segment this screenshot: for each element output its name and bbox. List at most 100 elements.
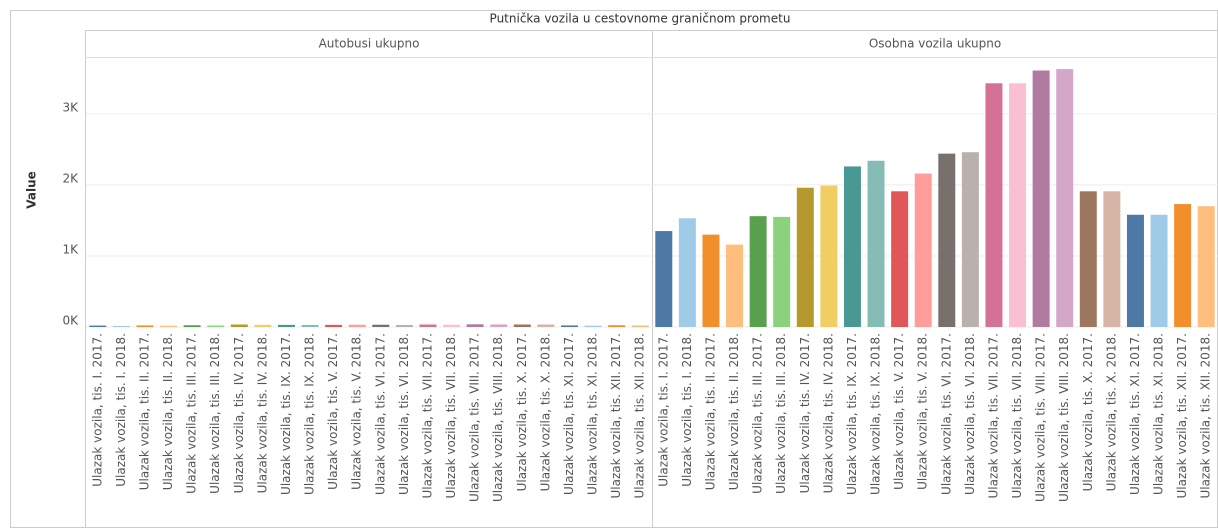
y-tick-label: 0K	[62, 314, 79, 328]
bar	[513, 324, 531, 327]
bar	[443, 324, 461, 327]
y-tick-label: 1K	[62, 242, 79, 256]
bar	[395, 325, 413, 327]
x-tick-label: Ulazak vozila, tis. V. 2018.	[350, 333, 364, 490]
bar	[1197, 206, 1215, 327]
x-tick-label: Ulazak vozila, tis. I. 2017.	[90, 333, 104, 487]
x-tick-label: Ulazak vozila, tis. VIII. 2018.	[1057, 333, 1071, 502]
x-tick-label: Ulazak vozila, tis. VI. 2018.	[963, 333, 977, 495]
bar	[466, 324, 484, 327]
bar	[1032, 70, 1050, 327]
x-tick-label: Ulazak vozila, tis. IX. 2017.	[845, 333, 859, 495]
bar	[537, 324, 555, 327]
bar	[325, 324, 343, 327]
x-tick-label: Ulazak vozila, tis. X. 2017.	[1081, 333, 1095, 491]
x-tick-label: Ulazak vozila, tis. VI. 2018.	[397, 333, 411, 495]
x-tick-label: Ulazak vozila, tis. IX. 2018.	[869, 333, 883, 495]
bar	[749, 216, 767, 327]
bar	[301, 325, 319, 327]
x-tick-label: Ulazak vozila, tis. VIII. 2017.	[1034, 333, 1048, 502]
bar	[891, 191, 909, 327]
x-tick-label: Ulazak vozila, tis. VIII. 2017.	[468, 333, 482, 502]
bar	[89, 325, 107, 327]
x-tick-label: Ulazak vozila, tis. III. 2017.	[185, 333, 199, 494]
x-tick-label: Ulazak vozila, tis. X. 2017.	[515, 333, 529, 491]
bar	[961, 152, 979, 327]
x-tick-label: Ulazak vozila, tis. X. 2018.	[538, 333, 552, 491]
bar	[1079, 191, 1097, 327]
bar	[796, 187, 814, 327]
bar	[985, 83, 1003, 327]
x-tick-label: Ulazak vozila, tis. XI. 2018.	[1152, 333, 1166, 495]
x-tick-label: Ulazak vozila, tis. VII. 2017.	[420, 333, 434, 498]
x-tick-label: Ulazak vozila, tis. XI. 2017.	[562, 333, 576, 495]
x-tick-label: Ulazak vozila, tis. VII. 2018.	[444, 333, 458, 498]
x-tick-label: Ulazak vozila, tis. XII. 2017.	[609, 333, 623, 498]
x-tick-label: Ulazak vozila, tis. XII. 2017.	[1175, 333, 1189, 498]
bar	[678, 218, 696, 327]
bar	[207, 325, 225, 327]
bar	[608, 325, 626, 327]
x-tick-label: Ulazak vozila, tis. IV. 2017.	[798, 333, 812, 493]
bar	[702, 234, 720, 327]
bar	[348, 324, 366, 327]
bar	[490, 324, 508, 327]
bar	[112, 325, 130, 327]
panel-header: Osobna vozila ukupno	[869, 37, 1001, 51]
x-tick-label: Ulazak vozila, tis. VI. 2017.	[373, 333, 387, 495]
x-tick-label: Ulazak vozila, tis. II. 2018.	[727, 333, 741, 490]
x-tick-label: Ulazak vozila, tis. X. 2018.	[1104, 333, 1118, 491]
x-tick-label: Ulazak vozila, tis. VIII. 2018.	[491, 333, 505, 502]
y-tick-label: 2K	[62, 171, 79, 185]
x-tick-label: Ulazak vozila, tis. II. 2017.	[137, 333, 151, 490]
x-tick-label: Ulazak vozila, tis. V. 2018.	[916, 333, 930, 490]
y-tick-label: 3K	[62, 100, 79, 114]
x-tick-label: Ulazak vozila, tis. I. 2018.	[680, 333, 694, 487]
x-tick-label: Ulazak vozila, tis. III. 2018.	[208, 333, 222, 494]
panel-header: Autobusi ukupno	[319, 37, 420, 51]
x-tick-label: Ulazak vozila, tis. III. 2018.	[774, 333, 788, 494]
bar	[560, 325, 578, 327]
bar	[631, 325, 649, 327]
bar	[655, 231, 673, 327]
bar	[1126, 214, 1144, 327]
bar	[1009, 83, 1027, 327]
x-tick-label: Ulazak vozila, tis. VII. 2017.	[986, 333, 1000, 498]
x-tick-label: Ulazak vozila, tis. IV. 2018.	[821, 333, 835, 493]
bar	[1103, 191, 1121, 327]
bar	[136, 325, 154, 327]
x-tick-label: Ulazak vozila, tis. VI. 2017.	[939, 333, 953, 495]
bar	[938, 153, 956, 327]
x-tick-label: Ulazak vozila, tis. I. 2017.	[656, 333, 670, 487]
x-tick-label: Ulazak vozila, tis. II. 2017.	[703, 333, 717, 490]
x-tick-label: Ulazak vozila, tis. XII. 2018.	[633, 333, 647, 498]
bar	[773, 216, 791, 327]
bar	[183, 325, 201, 327]
x-tick-label: Ulazak vozila, tis. XI. 2018.	[586, 333, 600, 495]
bar	[843, 166, 861, 327]
bar	[584, 325, 602, 327]
x-tick-label: Ulazak vozila, tis. II. 2018.	[161, 333, 175, 490]
bar	[914, 173, 932, 327]
bar	[419, 324, 437, 327]
bar	[230, 324, 248, 327]
x-tick-label: Ulazak vozila, tis. IX. 2018.	[303, 333, 317, 495]
x-tick-label: Ulazak vozila, tis. V. 2017.	[892, 333, 906, 490]
x-tick-label: Ulazak vozila, tis. IX. 2017.	[279, 333, 293, 495]
x-tick-label: Ulazak vozila, tis. XI. 2017.	[1128, 333, 1142, 495]
x-tick-label: Ulazak vozila, tis. III. 2017.	[751, 333, 765, 494]
bar	[254, 324, 272, 327]
bar	[1150, 214, 1168, 327]
bar	[820, 185, 838, 327]
x-tick-label: Ulazak vozila, tis. IV. 2018.	[255, 333, 269, 493]
bar	[160, 325, 178, 327]
bar	[1056, 69, 1074, 327]
bar	[372, 324, 390, 327]
bar	[867, 160, 885, 327]
bar	[726, 244, 744, 327]
chart-title: Putnička vozila u cestovnome graničnom p…	[490, 12, 791, 26]
y-axis-label: Value	[25, 171, 39, 209]
x-tick-label: Ulazak vozila, tis. IV. 2017.	[232, 333, 246, 493]
x-tick-label: Ulazak vozila, tis. V. 2017.	[326, 333, 340, 490]
